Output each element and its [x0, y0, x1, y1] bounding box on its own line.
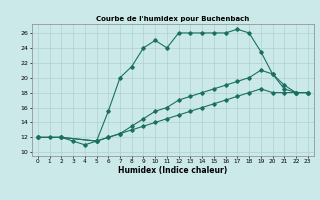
X-axis label: Humidex (Indice chaleur): Humidex (Indice chaleur) [118, 166, 228, 175]
Title: Courbe de l'humidex pour Buchenbach: Courbe de l'humidex pour Buchenbach [96, 16, 249, 22]
